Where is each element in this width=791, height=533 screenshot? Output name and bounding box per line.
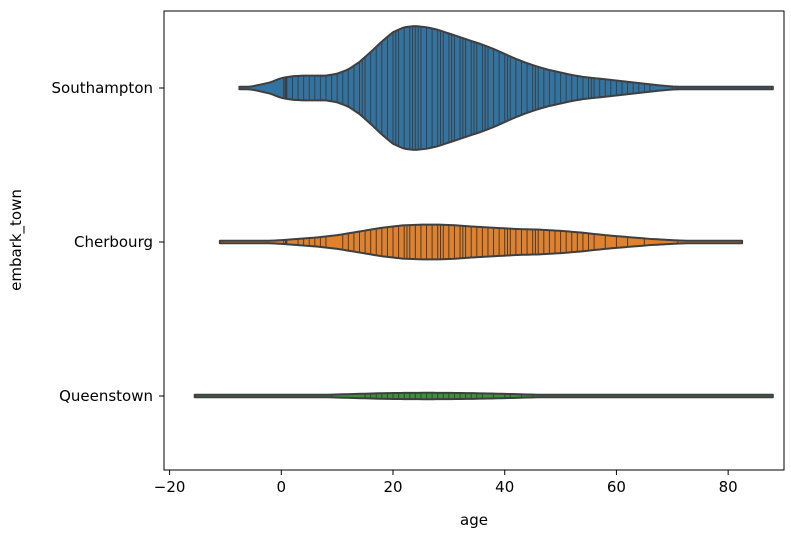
y-axis: Southampton Cherbourg Queenstown xyxy=(52,79,164,405)
violin-body-cherbourg xyxy=(218,223,744,261)
violins xyxy=(193,25,774,401)
violin-queenstown xyxy=(193,391,774,401)
x-tick-label: 20 xyxy=(383,478,402,496)
x-tick-label: 40 xyxy=(495,478,514,496)
y-tick-label-cherbourg: Cherbourg xyxy=(74,233,153,251)
x-tick-label: −20 xyxy=(154,478,186,496)
x-tick-label: 60 xyxy=(607,478,626,496)
x-axis: −20 0 20 40 60 80 xyxy=(154,470,738,496)
y-axis-label: embark_town xyxy=(7,189,26,291)
y-tick-label-queenstown: Queenstown xyxy=(59,387,153,405)
violin-southampton xyxy=(238,25,774,151)
violin-body-queenstown xyxy=(193,391,774,401)
violin-cherbourg xyxy=(218,223,744,261)
x-axis-label: age xyxy=(460,511,488,529)
plot-frame xyxy=(163,10,785,471)
y-tick-label-southampton: Southampton xyxy=(52,79,153,97)
x-tick-label: 0 xyxy=(277,478,287,496)
x-tick-label: 80 xyxy=(719,478,738,496)
